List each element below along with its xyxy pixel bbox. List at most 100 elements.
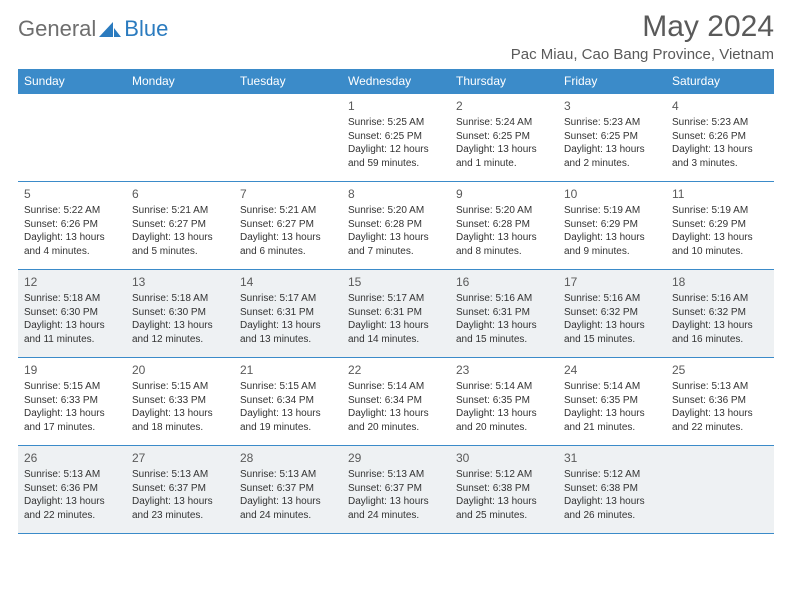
sunset-text: Sunset: 6:29 PM xyxy=(672,218,768,232)
daylight-text: Daylight: 13 hours and 7 minutes. xyxy=(348,231,444,258)
sunrise-text: Sunrise: 5:20 AM xyxy=(456,204,552,218)
daylight-text: Daylight: 13 hours and 11 minutes. xyxy=(24,319,120,346)
day-cell: 26Sunrise: 5:13 AMSunset: 6:36 PMDayligh… xyxy=(18,446,126,534)
logo-text-1: General xyxy=(18,16,96,42)
daylight-text: Daylight: 13 hours and 21 minutes. xyxy=(564,407,660,434)
dayname-tuesday: Tuesday xyxy=(234,69,342,94)
sunset-text: Sunset: 6:30 PM xyxy=(132,306,228,320)
dayname-friday: Friday xyxy=(558,69,666,94)
daylight-text: Daylight: 13 hours and 26 minutes. xyxy=(564,495,660,522)
sunset-text: Sunset: 6:25 PM xyxy=(348,130,444,144)
day-cell: 13Sunrise: 5:18 AMSunset: 6:30 PMDayligh… xyxy=(126,270,234,358)
sunrise-text: Sunrise: 5:13 AM xyxy=(132,468,228,482)
day-cell: 11Sunrise: 5:19 AMSunset: 6:29 PMDayligh… xyxy=(666,182,774,270)
dayname-row: SundayMondayTuesdayWednesdayThursdayFrid… xyxy=(18,69,774,94)
day-number: 5 xyxy=(24,186,120,202)
daylight-text: Daylight: 13 hours and 16 minutes. xyxy=(672,319,768,346)
sunrise-text: Sunrise: 5:25 AM xyxy=(348,116,444,130)
day-cell: 8Sunrise: 5:20 AMSunset: 6:28 PMDaylight… xyxy=(342,182,450,270)
day-number: 1 xyxy=(348,98,444,114)
daylight-text: Daylight: 13 hours and 24 minutes. xyxy=(240,495,336,522)
day-number: 21 xyxy=(240,362,336,378)
sunset-text: Sunset: 6:27 PM xyxy=(240,218,336,232)
day-number: 20 xyxy=(132,362,228,378)
daylight-text: Daylight: 13 hours and 20 minutes. xyxy=(348,407,444,434)
sunrise-text: Sunrise: 5:21 AM xyxy=(132,204,228,218)
sunrise-text: Sunrise: 5:16 AM xyxy=(672,292,768,306)
sunset-text: Sunset: 6:33 PM xyxy=(132,394,228,408)
sunset-text: Sunset: 6:27 PM xyxy=(132,218,228,232)
day-cell: 27Sunrise: 5:13 AMSunset: 6:37 PMDayligh… xyxy=(126,446,234,534)
sunrise-text: Sunrise: 5:14 AM xyxy=(348,380,444,394)
sunset-text: Sunset: 6:33 PM xyxy=(24,394,120,408)
sunrise-text: Sunrise: 5:21 AM xyxy=(240,204,336,218)
day-cell: 14Sunrise: 5:17 AMSunset: 6:31 PMDayligh… xyxy=(234,270,342,358)
day-number: 19 xyxy=(24,362,120,378)
day-cell: 18Sunrise: 5:16 AMSunset: 6:32 PMDayligh… xyxy=(666,270,774,358)
day-cell xyxy=(234,94,342,182)
sunset-text: Sunset: 6:36 PM xyxy=(24,482,120,496)
day-cell: 20Sunrise: 5:15 AMSunset: 6:33 PMDayligh… xyxy=(126,358,234,446)
sunset-text: Sunset: 6:37 PM xyxy=(240,482,336,496)
sunset-text: Sunset: 6:38 PM xyxy=(564,482,660,496)
day-number: 25 xyxy=(672,362,768,378)
day-cell: 12Sunrise: 5:18 AMSunset: 6:30 PMDayligh… xyxy=(18,270,126,358)
day-number: 29 xyxy=(348,450,444,466)
week-row: 19Sunrise: 5:15 AMSunset: 6:33 PMDayligh… xyxy=(18,358,774,446)
sunrise-text: Sunrise: 5:15 AM xyxy=(240,380,336,394)
sunset-text: Sunset: 6:35 PM xyxy=(564,394,660,408)
day-cell: 25Sunrise: 5:13 AMSunset: 6:36 PMDayligh… xyxy=(666,358,774,446)
page-header: General Blue May 2024 Pac Miau, Cao Bang… xyxy=(18,10,774,63)
sunrise-text: Sunrise: 5:23 AM xyxy=(564,116,660,130)
sunset-text: Sunset: 6:37 PM xyxy=(348,482,444,496)
sunset-text: Sunset: 6:32 PM xyxy=(672,306,768,320)
day-cell: 2Sunrise: 5:24 AMSunset: 6:25 PMDaylight… xyxy=(450,94,558,182)
day-number: 30 xyxy=(456,450,552,466)
day-number: 6 xyxy=(132,186,228,202)
dayname-monday: Monday xyxy=(126,69,234,94)
day-number: 14 xyxy=(240,274,336,290)
sunrise-text: Sunrise: 5:13 AM xyxy=(348,468,444,482)
sunset-text: Sunset: 6:31 PM xyxy=(348,306,444,320)
daylight-text: Daylight: 13 hours and 4 minutes. xyxy=(24,231,120,258)
day-cell: 22Sunrise: 5:14 AMSunset: 6:34 PMDayligh… xyxy=(342,358,450,446)
day-number: 28 xyxy=(240,450,336,466)
day-cell: 24Sunrise: 5:14 AMSunset: 6:35 PMDayligh… xyxy=(558,358,666,446)
sunset-text: Sunset: 6:25 PM xyxy=(564,130,660,144)
sunrise-text: Sunrise: 5:18 AM xyxy=(132,292,228,306)
sunrise-text: Sunrise: 5:15 AM xyxy=(132,380,228,394)
daylight-text: Daylight: 12 hours and 59 minutes. xyxy=(348,143,444,170)
logo-sail-icon xyxy=(99,20,121,38)
daylight-text: Daylight: 13 hours and 2 minutes. xyxy=(564,143,660,170)
day-cell: 19Sunrise: 5:15 AMSunset: 6:33 PMDayligh… xyxy=(18,358,126,446)
day-number: 9 xyxy=(456,186,552,202)
daylight-text: Daylight: 13 hours and 25 minutes. xyxy=(456,495,552,522)
daylight-text: Daylight: 13 hours and 5 minutes. xyxy=(132,231,228,258)
week-row: 26Sunrise: 5:13 AMSunset: 6:36 PMDayligh… xyxy=(18,446,774,534)
sunrise-text: Sunrise: 5:14 AM xyxy=(456,380,552,394)
sunset-text: Sunset: 6:25 PM xyxy=(456,130,552,144)
sunset-text: Sunset: 6:31 PM xyxy=(456,306,552,320)
daylight-text: Daylight: 13 hours and 9 minutes. xyxy=(564,231,660,258)
day-number: 15 xyxy=(348,274,444,290)
day-cell: 17Sunrise: 5:16 AMSunset: 6:32 PMDayligh… xyxy=(558,270,666,358)
week-row: 1Sunrise: 5:25 AMSunset: 6:25 PMDaylight… xyxy=(18,94,774,182)
daylight-text: Daylight: 13 hours and 17 minutes. xyxy=(24,407,120,434)
dayname-wednesday: Wednesday xyxy=(342,69,450,94)
daylight-text: Daylight: 13 hours and 19 minutes. xyxy=(240,407,336,434)
calendar-page: General Blue May 2024 Pac Miau, Cao Bang… xyxy=(0,0,792,544)
sunrise-text: Sunrise: 5:17 AM xyxy=(348,292,444,306)
day-number: 23 xyxy=(456,362,552,378)
daylight-text: Daylight: 13 hours and 24 minutes. xyxy=(348,495,444,522)
sunset-text: Sunset: 6:34 PM xyxy=(348,394,444,408)
sunset-text: Sunset: 6:34 PM xyxy=(240,394,336,408)
day-cell: 7Sunrise: 5:21 AMSunset: 6:27 PMDaylight… xyxy=(234,182,342,270)
dayname-thursday: Thursday xyxy=(450,69,558,94)
sunrise-text: Sunrise: 5:19 AM xyxy=(672,204,768,218)
sunset-text: Sunset: 6:38 PM xyxy=(456,482,552,496)
daylight-text: Daylight: 13 hours and 14 minutes. xyxy=(348,319,444,346)
sunrise-text: Sunrise: 5:24 AM xyxy=(456,116,552,130)
day-number: 2 xyxy=(456,98,552,114)
day-cell: 10Sunrise: 5:19 AMSunset: 6:29 PMDayligh… xyxy=(558,182,666,270)
day-number: 16 xyxy=(456,274,552,290)
